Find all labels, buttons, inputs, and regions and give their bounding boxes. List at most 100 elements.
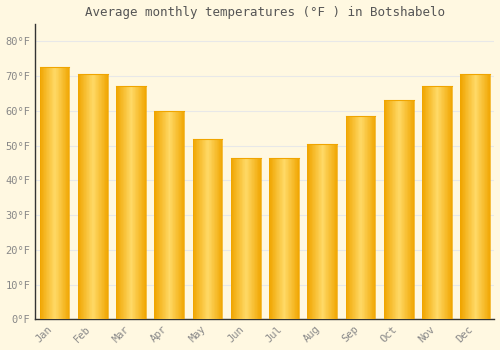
Bar <box>47 67 48 319</box>
Bar <box>287 158 288 319</box>
Bar <box>208 139 210 319</box>
Bar <box>470 74 471 319</box>
Bar <box>361 116 362 319</box>
Bar <box>145 86 146 319</box>
Bar <box>246 158 247 319</box>
Bar <box>480 74 482 319</box>
Bar <box>90 74 91 319</box>
Bar <box>440 86 441 319</box>
Bar <box>353 116 354 319</box>
Bar <box>142 86 143 319</box>
Bar <box>133 86 134 319</box>
Bar <box>443 86 444 319</box>
Bar <box>87 74 88 319</box>
Bar <box>401 100 402 319</box>
Bar <box>385 100 386 319</box>
Bar <box>360 116 361 319</box>
Bar <box>199 139 200 319</box>
Bar <box>462 74 463 319</box>
Bar <box>253 158 254 319</box>
Bar <box>277 158 278 319</box>
Bar <box>62 67 63 319</box>
Bar <box>477 74 478 319</box>
Bar <box>433 86 434 319</box>
Bar <box>292 158 293 319</box>
Bar <box>451 86 452 319</box>
Bar <box>324 144 326 319</box>
Bar <box>275 158 276 319</box>
Bar <box>310 144 311 319</box>
Bar <box>442 86 443 319</box>
Bar <box>404 100 405 319</box>
Bar <box>322 144 323 319</box>
Bar <box>272 158 274 319</box>
Bar <box>484 74 485 319</box>
Bar <box>466 74 467 319</box>
Bar <box>432 86 433 319</box>
Bar <box>136 86 137 319</box>
Bar <box>269 158 270 319</box>
Bar <box>83 74 84 319</box>
Bar <box>197 139 198 319</box>
Bar <box>170 111 171 319</box>
Bar <box>296 158 297 319</box>
Bar <box>156 111 157 319</box>
Bar <box>334 144 335 319</box>
Bar <box>43 67 44 319</box>
Bar <box>54 67 55 319</box>
Bar <box>88 74 89 319</box>
Bar <box>248 158 249 319</box>
Bar <box>40 67 41 319</box>
Bar <box>238 158 239 319</box>
Bar <box>358 116 359 319</box>
Bar <box>57 67 58 319</box>
Bar <box>282 158 283 319</box>
Bar <box>118 86 119 319</box>
Bar <box>446 86 447 319</box>
Bar <box>161 111 162 319</box>
Bar <box>247 158 248 319</box>
Bar <box>135 86 136 319</box>
Bar <box>84 74 85 319</box>
Bar <box>395 100 396 319</box>
Bar <box>95 74 96 319</box>
Bar <box>68 67 69 319</box>
Bar <box>125 86 126 319</box>
Bar <box>312 144 313 319</box>
Bar <box>392 100 393 319</box>
Bar <box>180 111 181 319</box>
Bar <box>348 116 349 319</box>
Bar <box>436 86 437 319</box>
Bar <box>93 74 94 319</box>
Bar <box>373 116 374 319</box>
Bar <box>472 74 473 319</box>
Bar <box>431 86 432 319</box>
Bar <box>328 144 329 319</box>
Bar <box>290 158 291 319</box>
Bar <box>426 86 427 319</box>
Bar <box>367 116 368 319</box>
Bar <box>100 74 101 319</box>
Bar <box>171 111 172 319</box>
Bar <box>473 74 474 319</box>
Bar <box>159 111 160 319</box>
Bar <box>214 139 216 319</box>
Bar <box>66 67 67 319</box>
Bar <box>323 144 324 319</box>
Bar <box>235 158 236 319</box>
Bar <box>236 158 237 319</box>
Bar <box>489 74 490 319</box>
Bar <box>374 116 375 319</box>
Bar <box>158 111 159 319</box>
Bar <box>375 116 376 319</box>
Bar <box>96 74 97 319</box>
Bar <box>317 144 318 319</box>
Bar <box>330 144 332 319</box>
Bar <box>422 86 424 319</box>
Bar <box>388 100 390 319</box>
Bar <box>49 67 50 319</box>
Bar <box>58 67 59 319</box>
Bar <box>397 100 398 319</box>
Bar <box>63 67 64 319</box>
Bar <box>194 139 195 319</box>
